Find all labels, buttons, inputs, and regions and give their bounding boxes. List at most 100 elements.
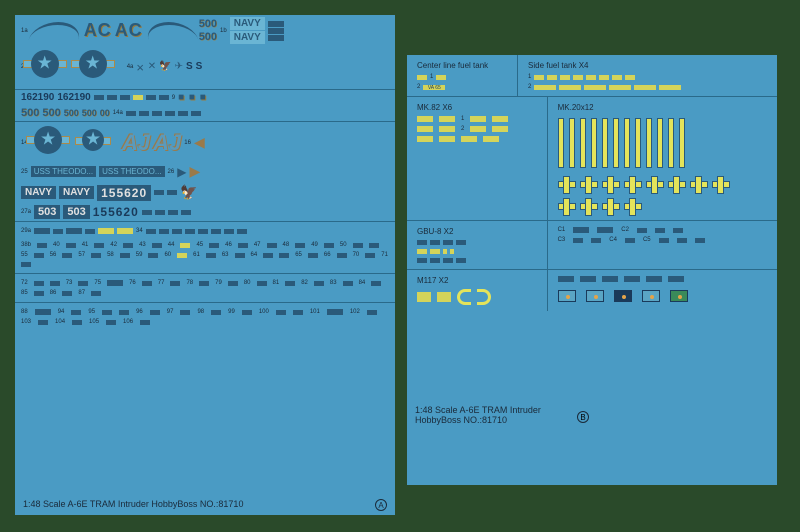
label: 82 xyxy=(301,280,308,286)
s xyxy=(242,310,252,315)
row-navy-serial: 25 USS THEODO... USS THEODO... 26 ▶ ▶ xyxy=(15,161,395,182)
footer-title-2: HobbyBoss NO.:81710 xyxy=(415,415,507,425)
s xyxy=(602,276,618,282)
s xyxy=(439,116,455,122)
s xyxy=(120,253,130,258)
s xyxy=(417,240,427,245)
footer-title-1: 1:48 Scale A-6E TRAM Intruder xyxy=(415,405,541,415)
label: 81 xyxy=(273,280,280,286)
s xyxy=(470,116,486,122)
label: 77 xyxy=(158,280,165,286)
s xyxy=(107,280,123,286)
s xyxy=(695,238,705,243)
label: 48 xyxy=(283,242,290,248)
stencil xyxy=(133,95,143,100)
cross-icon xyxy=(646,176,662,192)
roundel-icon xyxy=(31,50,59,78)
decal-sheet-b: Center line fuel tank 1 2VA 65 Side fuel… xyxy=(407,55,777,485)
label: 94 xyxy=(58,309,65,315)
s xyxy=(534,85,556,90)
stencil xyxy=(165,111,175,116)
section-m117: M117 X2 xyxy=(407,270,548,311)
s xyxy=(417,136,433,142)
s xyxy=(573,238,583,243)
stencil xyxy=(191,111,201,116)
s xyxy=(437,292,451,302)
s xyxy=(337,253,347,258)
s xyxy=(609,85,631,90)
stencil xyxy=(178,111,188,116)
section-mk20: MK.20x12 xyxy=(548,97,777,220)
stencil xyxy=(198,229,208,234)
label: 45 xyxy=(196,242,203,248)
cross-icon xyxy=(624,198,640,214)
label: 55 xyxy=(21,252,28,258)
s xyxy=(443,258,453,263)
label: 50 xyxy=(340,242,347,248)
stencil xyxy=(237,229,247,234)
s xyxy=(573,75,583,80)
label: 103 xyxy=(21,319,31,325)
s xyxy=(456,258,466,263)
sheet-footer: 1:48 Scale A-6E TRAM Intruder HobbyBoss … xyxy=(415,405,769,425)
stencil xyxy=(146,229,156,234)
s xyxy=(21,262,31,267)
s xyxy=(142,281,152,286)
panel-icon xyxy=(558,290,576,302)
label: 42 xyxy=(110,242,117,248)
num-00: 00 xyxy=(100,108,110,118)
section-title: Side fuel tank X4 xyxy=(522,59,773,72)
s xyxy=(673,228,683,233)
label: 66 xyxy=(324,252,331,258)
section-panels xyxy=(548,270,777,311)
s xyxy=(66,243,76,248)
label: 34 xyxy=(136,228,143,234)
stripe xyxy=(569,118,575,168)
s xyxy=(94,243,104,248)
label: 47 xyxy=(254,242,261,248)
stencil xyxy=(85,229,95,234)
s xyxy=(492,126,508,132)
cross-icon xyxy=(668,176,684,192)
stencil xyxy=(126,111,136,116)
s xyxy=(238,243,248,248)
s xyxy=(625,75,635,80)
cross-icon xyxy=(624,176,640,192)
decal-sheet-a: 1a AC AC 500 500 1b NAVY NAVY 2a 4a ✕ ✕ … xyxy=(15,15,395,515)
wings-icon: ✈ xyxy=(175,61,183,72)
label: 16 xyxy=(184,140,191,146)
s xyxy=(580,276,596,282)
s xyxy=(119,310,129,315)
num-500: 500 xyxy=(42,107,60,119)
label: 58 xyxy=(107,252,114,258)
s xyxy=(293,310,303,315)
s xyxy=(276,310,286,315)
stencil xyxy=(94,95,104,100)
row-503: 27a 503 503 155620 xyxy=(15,203,395,222)
cross-icon xyxy=(580,176,596,192)
label: 46 xyxy=(225,242,232,248)
row-serial: 162190 162190 9 ■ ■ ■ xyxy=(15,90,395,105)
eagle-icon: 🦅 xyxy=(159,61,171,72)
s xyxy=(558,276,574,282)
s xyxy=(327,309,343,315)
num-500: 500 xyxy=(199,31,217,43)
panel-icon xyxy=(642,290,660,302)
stripe xyxy=(624,118,630,168)
label: 63 xyxy=(222,252,229,258)
stencil xyxy=(268,35,284,41)
s xyxy=(62,291,72,296)
label: 56 xyxy=(50,252,57,258)
s xyxy=(34,291,44,296)
s xyxy=(659,238,669,243)
serial: 155620 xyxy=(93,205,139,219)
stencil xyxy=(211,229,221,234)
stencil xyxy=(224,229,234,234)
s xyxy=(343,281,353,286)
stripe xyxy=(657,118,663,168)
s xyxy=(625,238,635,243)
s xyxy=(235,253,245,258)
label: 86 xyxy=(50,290,57,296)
label: 100 xyxy=(259,309,269,315)
stripe xyxy=(646,118,652,168)
